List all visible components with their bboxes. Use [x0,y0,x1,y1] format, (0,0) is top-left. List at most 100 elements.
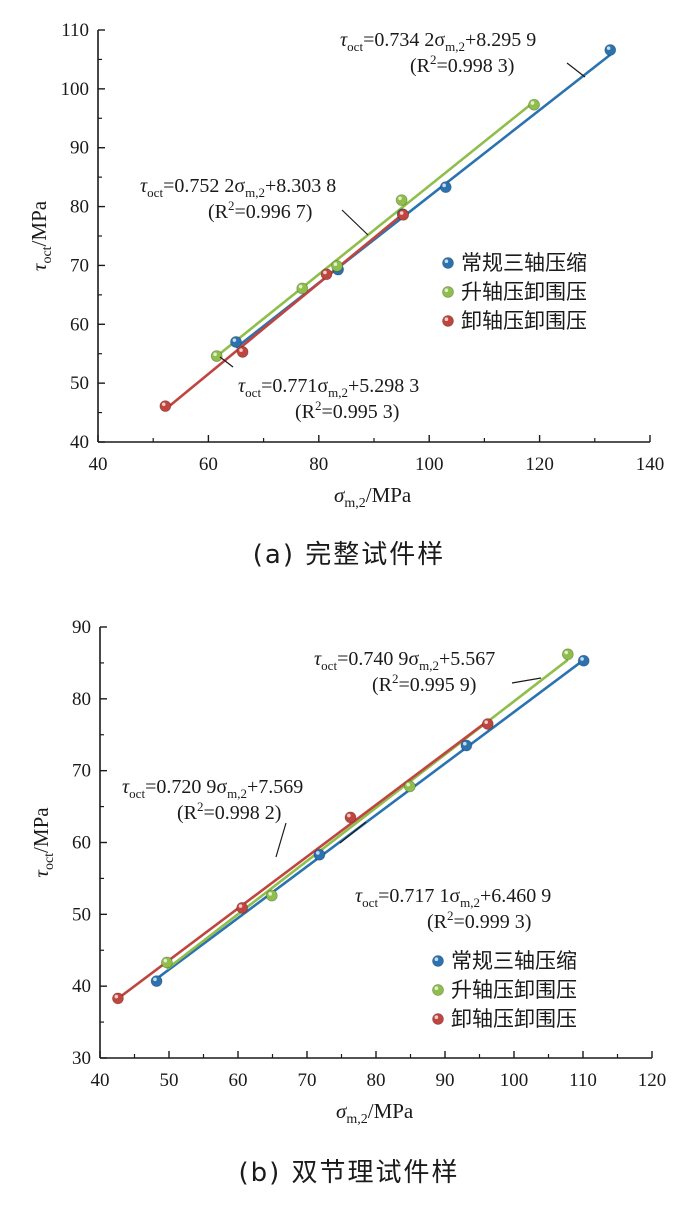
x-tick-label: 50 [160,1070,179,1091]
data-point-red [481,718,494,730]
data-point-highlight [398,196,402,201]
x-tick-label: 40 [89,454,108,475]
legend-label: 常规三轴压缩 [461,251,587,275]
y-axis-title: τoct/MPa [29,807,57,878]
data-point-green [331,260,343,272]
panel-caption: (a) 完整试件样 [253,540,446,570]
equation-leader-line [219,356,234,368]
data-point-green [265,889,278,902]
data-point-highlight [580,657,584,661]
data-point-green [403,780,416,793]
equation-leader-line [275,822,287,858]
fit-line-red [164,212,405,411]
data-point-highlight [333,262,338,267]
data-point-green [161,956,173,969]
data-point-highlight [323,270,327,275]
x-tick-label: 80 [309,454,328,475]
x-tick-label: 60 [229,1070,248,1091]
x-tick-label: 40 [91,1070,110,1091]
data-point-highlight [268,892,273,896]
y-tick-label: 30 [72,1048,91,1069]
fit-line-green [166,658,569,971]
y-tick-label: 80 [70,197,89,218]
data-point-highlight [213,352,217,357]
data-point-highlight [484,720,488,724]
y-tick-label: 70 [70,255,89,276]
x-tick-label: 120 [525,454,554,475]
data-point-highlight [163,958,168,963]
r-squared-label: (R2=0.999 3) [427,908,531,933]
equation-leader-line [511,677,542,684]
data-point-highlight [530,101,535,105]
data-point-highlight [232,338,237,342]
fit-equation: τoct=0.734 2σm,2+8.295 9 [340,29,536,54]
data-point-blue [150,975,163,988]
y-tick-label: 40 [70,432,89,453]
legend-marker-highlight [434,986,439,990]
y-tick-label: 110 [61,20,89,41]
equation-leader-line [339,821,367,844]
fit-equation: τoct=0.717 1σm,2+6.460 9 [355,885,551,910]
x-tick-label: 100 [415,454,444,475]
data-point-highlight [238,904,243,908]
y-tick-label: 50 [70,373,89,394]
data-point-highlight [153,977,157,982]
x-axis-title: σm,2/MPa [334,483,412,511]
data-point-red [236,901,249,914]
equation-leader-line [341,209,369,236]
legend-marker-highlight [444,317,449,322]
x-tick-label: 120 [638,1070,667,1091]
x-tick-label: 100 [500,1070,529,1091]
data-point-blue [460,739,473,752]
legend-label: 升轴压卸围压 [461,280,587,304]
y-axis-title: τoct/MPa [27,200,55,271]
fit-equation: τoct=0.771σm,2+5.298 3 [238,375,419,400]
data-point-blue [577,654,590,667]
y-tick-label: 100 [61,79,90,100]
fit-line-green [215,100,535,358]
data-point-red [344,811,357,824]
equation-leader-line [566,62,586,78]
data-point-green [296,282,309,295]
r-squared-label: (R2=0.995 9) [372,671,476,696]
data-point-highlight [399,211,404,215]
legend-label: 升轴压卸围压 [451,978,577,1002]
data-point-highlight [114,994,119,999]
legend-marker-highlight [444,288,449,293]
data-point-highlight [316,851,320,855]
data-point-highlight [161,402,166,407]
data-point-red [320,268,333,281]
data-point-green [210,350,223,362]
x-tick-label: 80 [367,1070,386,1091]
data-point-green [561,648,574,661]
x-tick-label: 110 [569,1070,597,1091]
data-point-highlight [239,348,243,352]
legend-label: 卸轴压卸围压 [451,1007,577,1031]
legend-label: 常规三轴压缩 [451,949,577,973]
data-point-highlight [462,741,467,746]
data-point-red [236,346,249,358]
x-tick-label: 140 [636,454,665,475]
data-point-green [395,194,408,206]
y-tick-label: 90 [70,138,89,159]
legend-marker-highlight [434,957,439,961]
chart-panel-b: 40 50 60 70 80 90 100 110 12030405060708090σm,2/… [29,617,666,1127]
x-axis-title: σm,2/MPa [336,1099,414,1127]
legend-marker-blue [432,955,444,967]
r-squared-label: (R2=0.995 3) [295,398,399,423]
data-point-green [528,98,540,111]
data-point-blue [313,848,326,861]
fit-equation: τoct=0.720 9σm,2+7.569 [122,776,303,801]
y-tick-label: 70 [72,761,91,782]
fit-line-blue [155,658,585,980]
data-point-blue [230,336,242,348]
data-point-highlight [347,813,351,818]
data-point-highlight [298,284,303,289]
legend-marker-red [442,315,454,327]
data-point-highlight [406,782,411,787]
y-tick-label: 40 [72,976,91,997]
